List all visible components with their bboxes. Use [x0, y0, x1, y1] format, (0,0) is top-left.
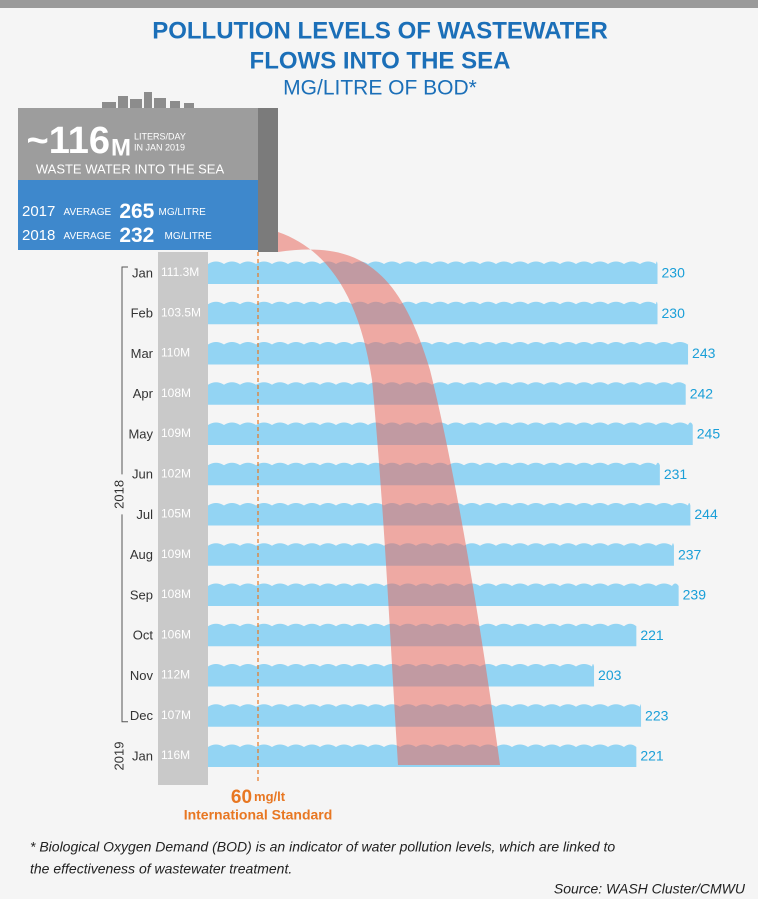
year: 2017 [22, 203, 55, 220]
month-label: Sep [130, 587, 153, 602]
flow-label: 107M [161, 708, 191, 722]
title: POLLUTION LEVELS OF WASTEWATER [152, 17, 608, 44]
flow-label: 108M [161, 587, 191, 601]
label: AVERAGE [64, 231, 112, 242]
standard-value: 60 mg/lt [231, 787, 286, 808]
bar [208, 301, 658, 325]
flow-label: 116M [161, 748, 190, 762]
top-stripe [0, 0, 758, 8]
city-icon [102, 92, 194, 108]
flow-unit: M [111, 134, 131, 161]
value-label: 230 [662, 305, 686, 321]
flow-label: 110M [161, 346, 190, 360]
month-label: Nov [130, 668, 154, 683]
flow-label: 102M [161, 466, 191, 480]
month-label: Mar [131, 346, 154, 361]
value: 60 [231, 787, 252, 808]
footnote: the effectiveness of wastewater treatmen… [30, 861, 292, 877]
flow-column [158, 252, 208, 785]
unit: MG/LITRE [159, 207, 207, 218]
year: 2018 [22, 227, 55, 244]
average-line: 2017 AVERAGE 265 MG/LITRE [22, 200, 206, 223]
value: 232 [119, 224, 154, 247]
value-label: 245 [697, 426, 721, 442]
value-label: 231 [664, 466, 688, 482]
bar [208, 422, 693, 445]
value-label: 221 [640, 627, 664, 643]
unit: MG/LITRE [165, 231, 213, 242]
value-label: 223 [645, 707, 669, 723]
bar [208, 342, 689, 365]
flow-label: 112M [161, 668, 190, 682]
year-label: 2018 [111, 480, 126, 509]
flow-label: 106M [161, 627, 191, 641]
month-label: Dec [130, 708, 154, 723]
bar [208, 382, 686, 405]
month-label: Aug [130, 547, 153, 562]
unit: mg/lt [254, 789, 286, 804]
flow-label: 109M [161, 426, 191, 440]
value-label: 243 [692, 345, 716, 361]
year-gap [112, 474, 132, 515]
pipe [258, 108, 278, 252]
average-line: 2018 AVERAGE 232 MG/LITRE [22, 224, 212, 247]
month-label: Jun [132, 467, 153, 482]
month-label: Oct [133, 628, 154, 643]
label: AVERAGE [64, 207, 112, 218]
month-label: Apr [133, 386, 154, 401]
flow-label: 109M [161, 547, 191, 561]
flow-box [18, 108, 258, 180]
month-label: Jan [132, 748, 153, 763]
month-label: May [128, 426, 153, 441]
subtitle: MG/LITRE OF BOD* [283, 77, 477, 100]
flow-label: 103.5M [161, 305, 201, 319]
flow-note: LITERS/DAY [134, 131, 186, 141]
value-label: 221 [640, 748, 664, 764]
flow-label: 111.3M [161, 265, 199, 279]
flow-note: IN JAN 2019 [134, 142, 185, 152]
flow-value: ~116 [27, 120, 111, 162]
value-label: 242 [690, 385, 714, 401]
bar [208, 261, 658, 284]
footnote: * Biological Oxygen Demand (BOD) is an i… [30, 839, 615, 855]
flow-stream [278, 232, 500, 765]
title: FLOWS INTO THE SEA [250, 47, 511, 74]
month-label: Jan [132, 265, 153, 280]
value: 265 [119, 200, 154, 223]
year-label: 2019 [111, 742, 126, 771]
value-label: 203 [598, 667, 622, 683]
flow-label: 108M [161, 386, 191, 400]
value-label: 237 [678, 546, 702, 562]
value-label: 239 [683, 587, 707, 603]
value-label: 230 [662, 265, 686, 281]
flow-label: 105M [161, 507, 191, 521]
standard-label: International Standard [184, 807, 333, 823]
average-box [18, 180, 258, 250]
value-label: 244 [694, 506, 718, 522]
month-label: Feb [131, 306, 153, 321]
flow-caption: WASTE WATER INTO THE SEA [36, 161, 225, 176]
month-label: Jul [136, 507, 153, 522]
source: Source: WASH Cluster/CMWU [554, 881, 746, 897]
